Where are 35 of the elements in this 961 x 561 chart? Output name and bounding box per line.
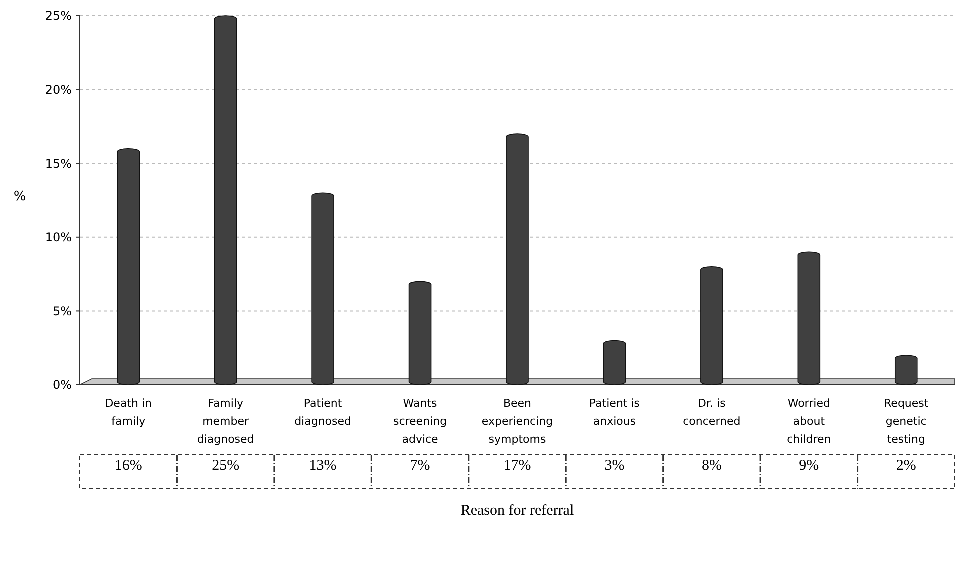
data-label: 7% (410, 458, 430, 474)
bar (798, 252, 821, 386)
x-tick-label: Request genetic testing (884, 397, 930, 446)
data-label: 3% (604, 458, 625, 474)
bar (700, 266, 724, 386)
data-label: 2% (896, 458, 916, 474)
data-label: 16% (114, 458, 142, 474)
x-tick-label: Patient is anxious (589, 397, 640, 428)
bar (117, 148, 140, 386)
data-label: 25% (212, 458, 240, 474)
data-label: 17% (504, 458, 532, 474)
data-label: 8% (702, 458, 722, 474)
x-tick-label: Patient diagnosed (294, 397, 352, 428)
data-label: 13% (309, 458, 337, 474)
y-tick-label: 20% (45, 83, 72, 97)
x-tick-label: Family member diagnosed (197, 397, 254, 446)
x-tick-label: Been experiencing symptoms (482, 397, 554, 446)
bar (603, 340, 626, 386)
x-tick-label: Wants screening advice (393, 397, 448, 446)
y-tick-label: 0% (52, 378, 72, 392)
x-axis-title: Reason for referral (460, 503, 574, 519)
y-tick-label: 25% (45, 9, 72, 24)
y-tick-label: 10% (45, 230, 72, 245)
x-tick-label: Death in family (105, 397, 152, 428)
bar (894, 355, 918, 386)
x-tick-label: Worried about children (787, 397, 832, 446)
x-tick-label: Dr. is concerned (683, 397, 741, 428)
bar (506, 134, 529, 386)
bar (408, 281, 432, 386)
data-label: 9% (799, 458, 820, 474)
bar (214, 16, 238, 386)
y-axis-title: % (14, 190, 26, 204)
bar (312, 192, 334, 386)
y-tick-label: 15% (45, 156, 72, 171)
y-tick-label: 5% (52, 304, 72, 318)
